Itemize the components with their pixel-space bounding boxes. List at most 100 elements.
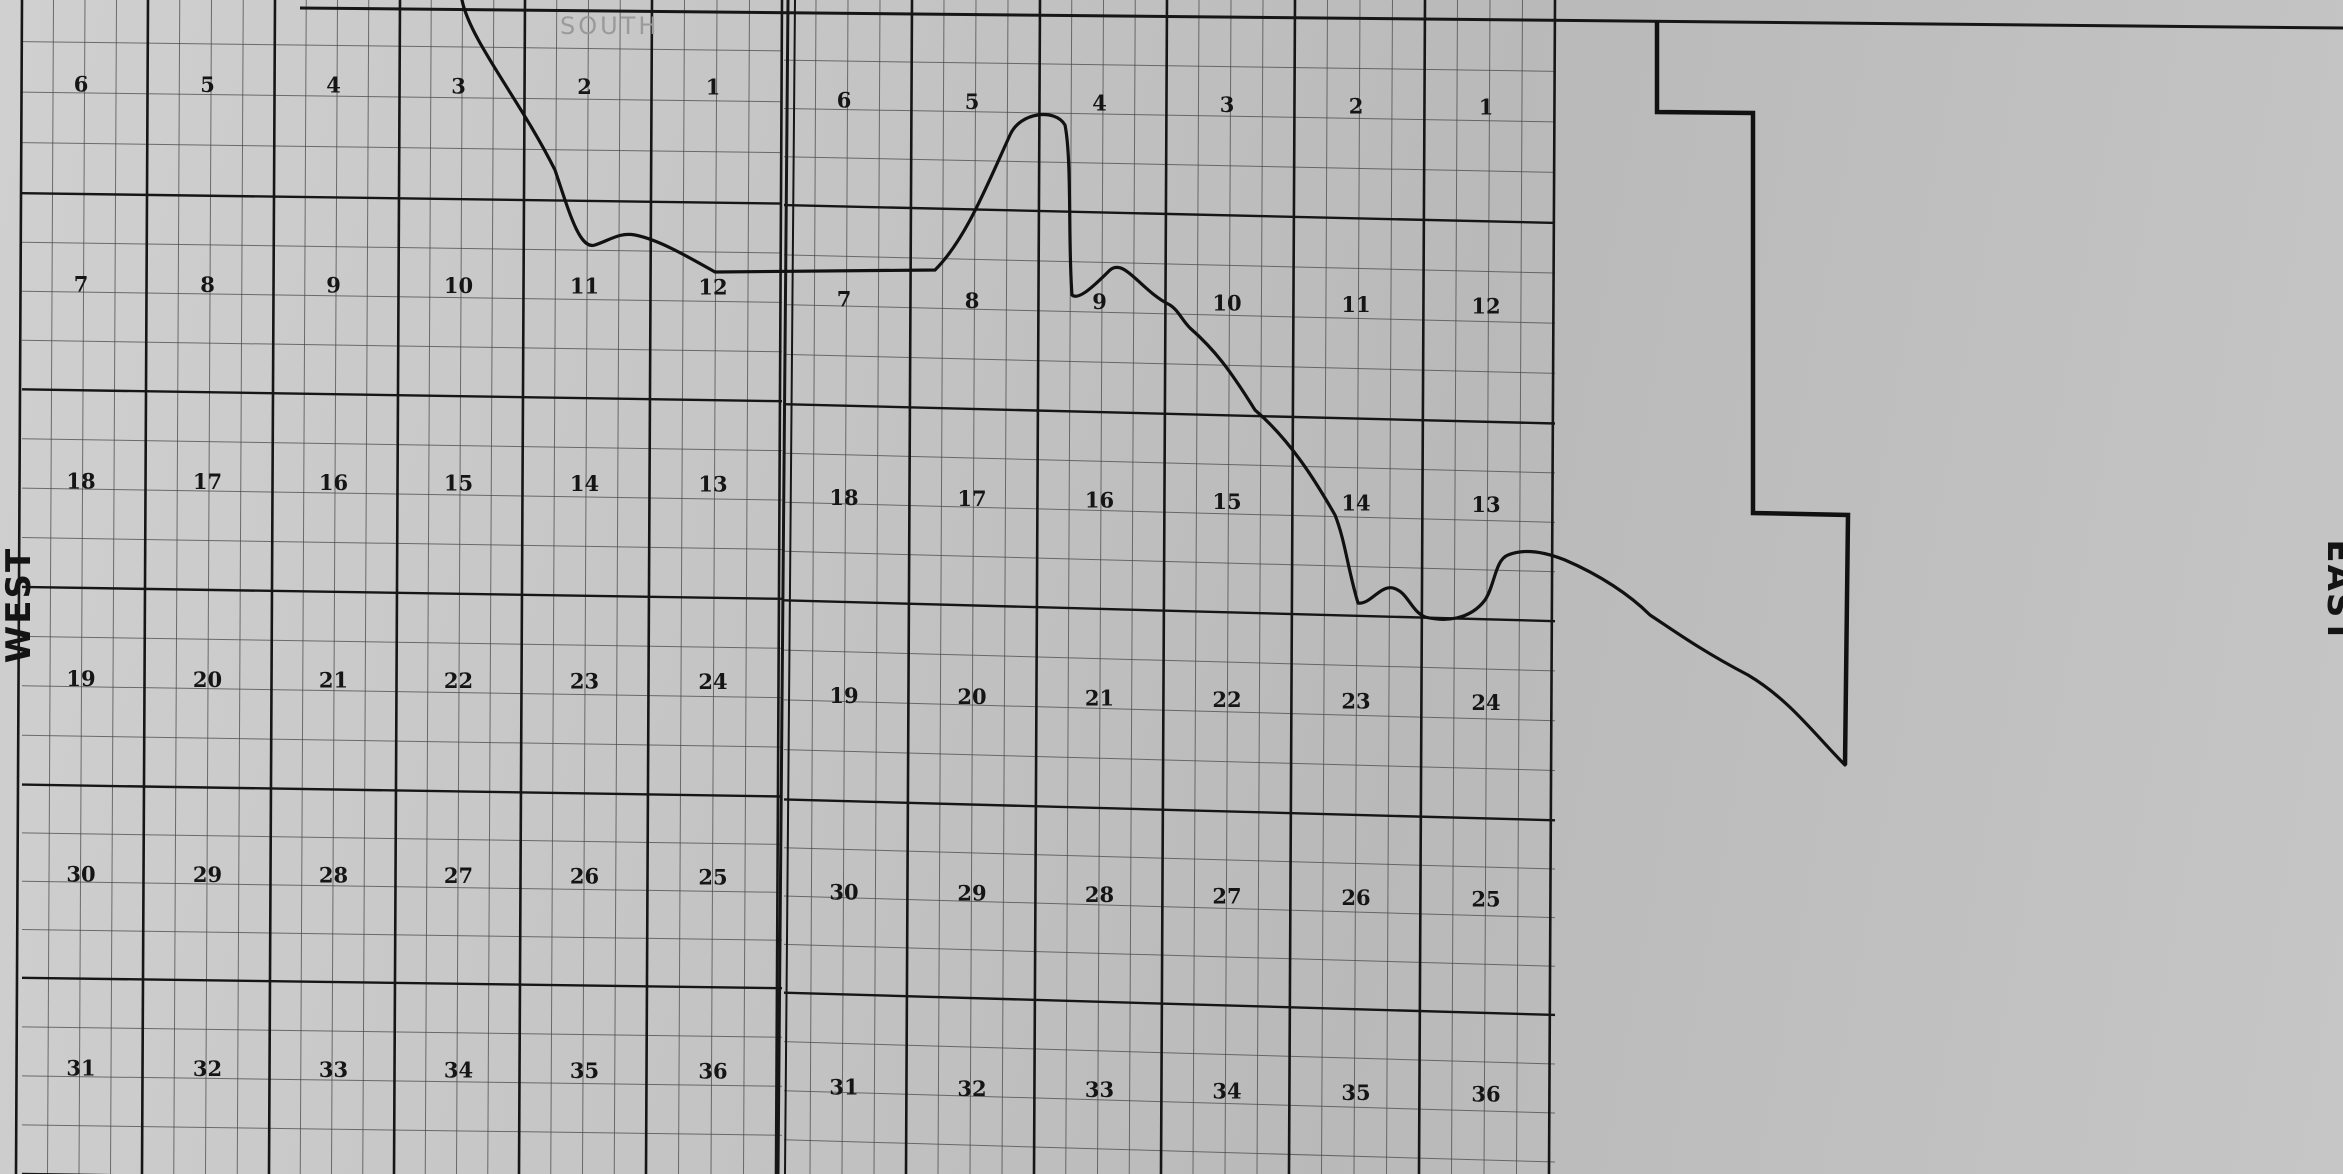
section-number: 13 (1471, 492, 1500, 517)
quarter-line-horizontal (21, 487, 783, 501)
quarter-line-vertical (582, 0, 589, 1174)
section-number: 24 (1471, 690, 1500, 715)
section-line-vertical (267, 0, 277, 1174)
quarter-line-vertical (487, 0, 495, 1174)
quarter-line-horizontal (783, 847, 1556, 870)
section-number: 16 (1085, 488, 1114, 513)
section-number: 3 (1220, 92, 1235, 117)
section-number: 17 (193, 469, 222, 494)
quarter-line-horizontal (783, 649, 1556, 672)
section-number: 36 (698, 1059, 727, 1084)
quarter-line-horizontal (21, 832, 783, 845)
quarter-line-horizontal (783, 254, 1556, 274)
section-number: 29 (957, 881, 986, 906)
section-number: 25 (1471, 886, 1500, 911)
quarter-line-vertical (1353, 0, 1361, 1174)
section-number: 9 (1092, 289, 1107, 314)
quarter-line-horizontal (783, 1041, 1556, 1065)
section-number: 1 (706, 74, 721, 99)
section-number: 5 (965, 89, 980, 114)
quarter-line-horizontal (21, 537, 783, 550)
quarter-line-horizontal (21, 928, 783, 941)
section-number: 19 (829, 683, 858, 708)
quarter-line-vertical (1128, 0, 1136, 1174)
quarter-line-horizontal (21, 91, 783, 103)
section-number: 36 (1471, 1081, 1500, 1106)
quarter-line-horizontal (783, 59, 1556, 72)
quarter-line-vertical (841, 0, 849, 1174)
section-grid (14, 0, 1557, 1174)
quarter-line-horizontal (21, 339, 783, 353)
section-number: 32 (957, 1076, 986, 1101)
quarter-line-horizontal (783, 1139, 1556, 1163)
section-number: 18 (829, 485, 858, 510)
top-border-line (299, 6, 2343, 30)
section-number: 10 (1212, 291, 1241, 316)
section-number: 12 (1471, 293, 1500, 318)
section-number: 34 (444, 1057, 473, 1082)
quarter-line-horizontal (783, 550, 1556, 573)
section-number: 4 (1092, 90, 1107, 115)
section-line-horizontal (21, 585, 783, 601)
quarter-line-vertical (236, 0, 244, 1174)
quarter-line-vertical (110, 0, 117, 1174)
section-number: 28 (319, 862, 348, 887)
section-number: 7 (74, 271, 89, 296)
quarter-line-vertical (205, 0, 212, 1174)
section-number: 35 (570, 1058, 599, 1083)
quarter-line-horizontal (21, 685, 783, 699)
quarter-line-horizontal (783, 501, 1556, 523)
section-number: 2 (1349, 93, 1364, 118)
quarter-line-horizontal (21, 734, 783, 748)
quarter-line-vertical (424, 0, 432, 1174)
section-line-vertical (1032, 0, 1042, 1174)
section-number: 16 (319, 470, 348, 495)
quarter-line-vertical (299, 0, 307, 1174)
section-number: 22 (1212, 687, 1241, 712)
section-line-horizontal (783, 798, 1556, 822)
section-number: 11 (570, 274, 599, 299)
quarter-line-vertical (1256, 0, 1264, 1174)
quarter-line-horizontal (783, 1090, 1556, 1114)
section-number: 15 (444, 470, 473, 495)
quarter-line-horizontal (21, 438, 783, 452)
section-line-horizontal (783, 991, 1556, 1017)
section-number: 14 (570, 471, 599, 496)
quarter-line-horizontal (21, 1124, 783, 1136)
quarter-line-horizontal (783, 895, 1556, 919)
section-number: 30 (829, 879, 858, 904)
quarter-line-horizontal (21, 41, 783, 52)
quarter-line-vertical (331, 0, 338, 1174)
quarter-line-vertical (873, 0, 881, 1174)
section-number: 27 (1212, 884, 1241, 909)
section-number: 35 (1341, 1080, 1370, 1105)
section-line-vertical (392, 0, 402, 1174)
quarter-line-vertical (678, 0, 685, 1174)
section-number: 31 (829, 1074, 858, 1099)
section-number: 6 (74, 71, 89, 96)
section-number: 13 (698, 472, 727, 497)
quarter-line-horizontal (783, 749, 1556, 771)
section-number: 29 (193, 862, 222, 887)
section-number: 18 (66, 469, 95, 494)
section-number: 12 (698, 274, 727, 299)
section-number: 26 (1341, 885, 1370, 910)
quarter-line-vertical (362, 0, 370, 1174)
township-line (784, 0, 796, 1174)
quarter-line-vertical (1224, 0, 1232, 1174)
section-line-vertical (774, 0, 784, 1174)
section-number: 14 (1341, 490, 1370, 515)
quarter-line-vertical (173, 0, 181, 1174)
township-divider (299, 0, 2343, 1174)
top-label: SOUTH (560, 12, 659, 40)
section-number: 8 (965, 288, 980, 313)
section-number: 17 (957, 486, 986, 511)
east-label: EAST (2319, 539, 2343, 644)
section-number: 1 (1479, 95, 1494, 120)
section-number: 32 (193, 1056, 222, 1081)
section-line-vertical (1547, 0, 1557, 1174)
section-number: 21 (1085, 686, 1114, 711)
section-number: 33 (319, 1057, 348, 1082)
section-number: 24 (698, 669, 727, 694)
